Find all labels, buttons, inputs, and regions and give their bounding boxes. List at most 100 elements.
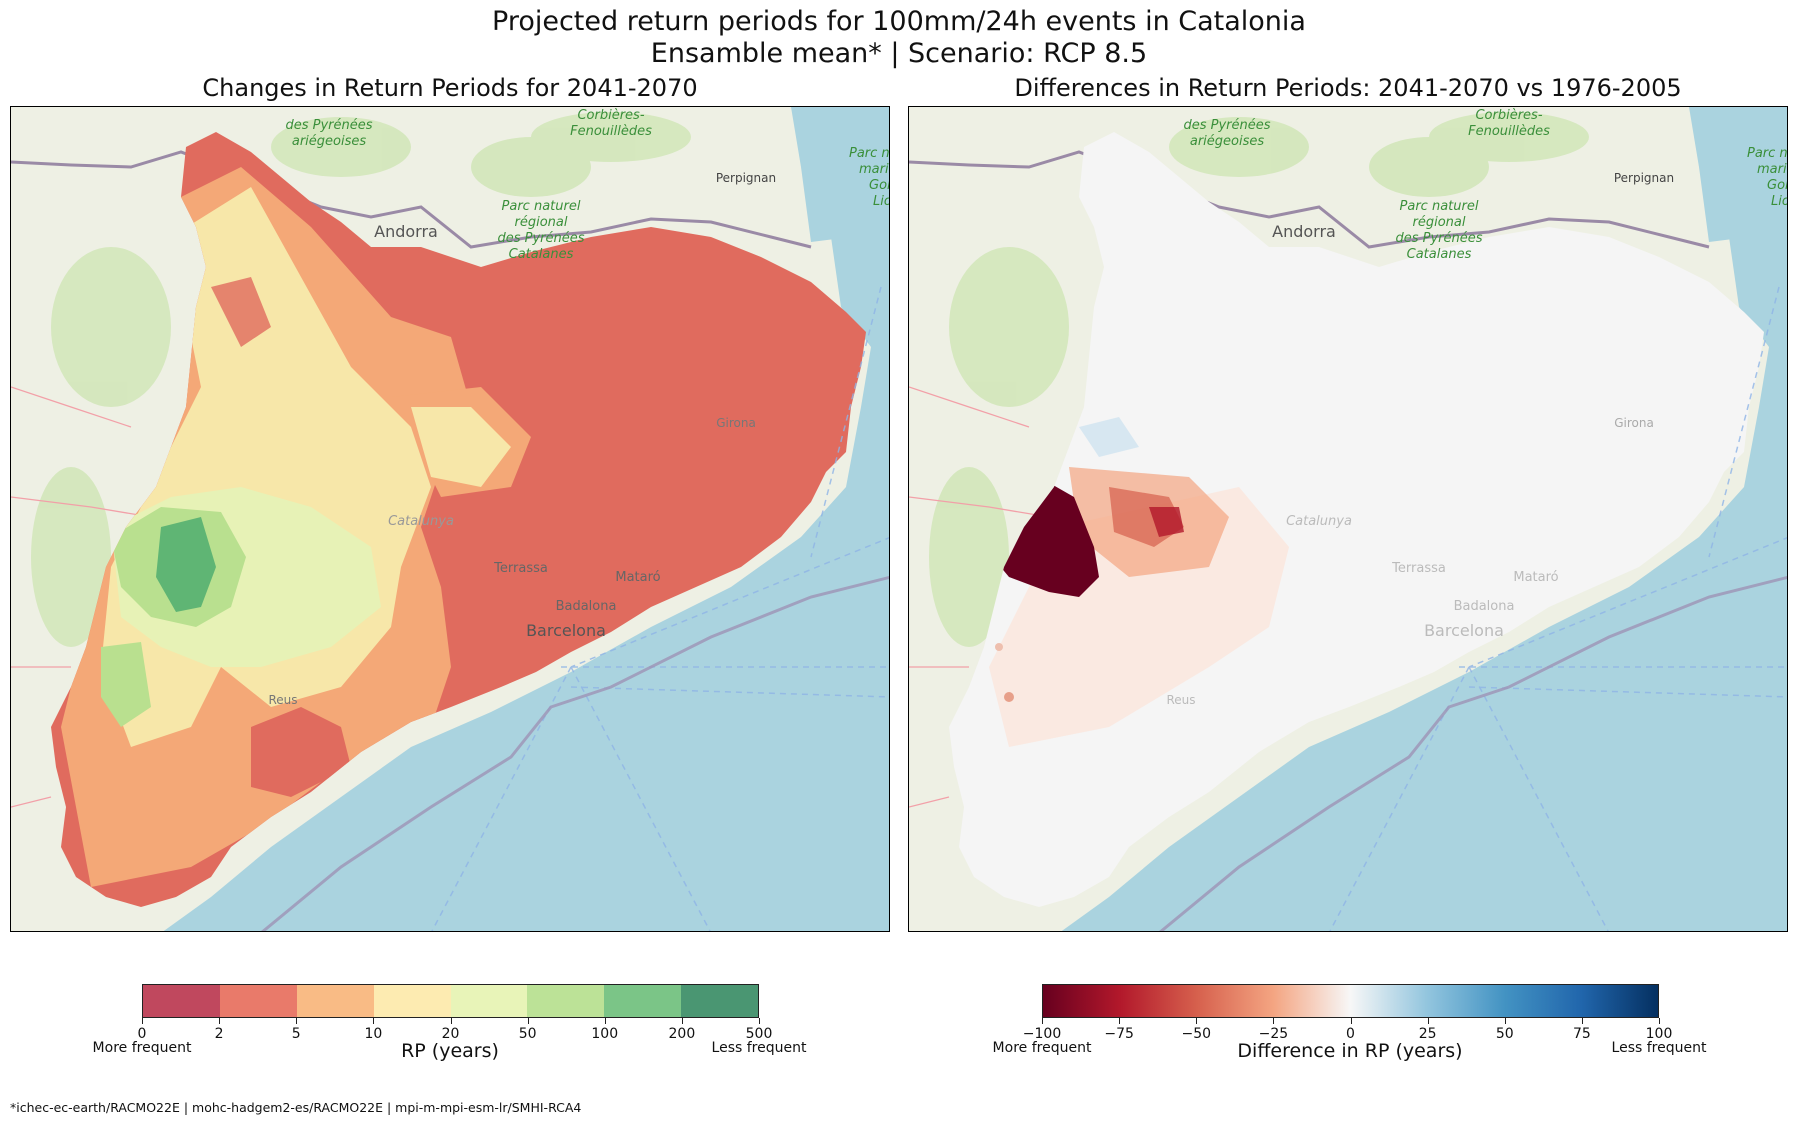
left-panel-title: Changes in Return Periods for 2041-2070 — [202, 74, 698, 102]
colorbar-tick — [219, 1018, 221, 1024]
right-colorbar — [1042, 984, 1659, 1018]
mataro-label: Mataró — [615, 570, 660, 585]
colorbar-tick — [1196, 1018, 1198, 1024]
svg-text:régional: régional — [515, 215, 568, 230]
colorbar-tick-label: 10 — [364, 1026, 383, 1042]
colorbar-tick-label: −25 — [1258, 1026, 1289, 1042]
colorbar-segment — [527, 985, 605, 1017]
svg-text:Fenouillèdes: Fenouillèdes — [1468, 124, 1550, 139]
colorbar-tick-label: 20 — [441, 1026, 460, 1042]
colorbar-segment — [604, 985, 682, 1017]
colorbar-tick — [296, 1018, 298, 1024]
colorbar-tick — [1119, 1018, 1121, 1024]
reus-label-right: Reus — [1166, 693, 1195, 707]
colorbar-tick — [759, 1018, 760, 1024]
terrassa-label-right: Terrassa — [1391, 561, 1446, 576]
colorbar-tick — [604, 1018, 606, 1024]
sea-area-right — [1061, 227, 1787, 931]
svg-text:Parc na: Parc na — [1747, 146, 1788, 161]
colorbar-tick-label: 75 — [1572, 1026, 1591, 1042]
colorbar-tick — [1504, 1018, 1506, 1024]
footnote: *ichec-ec-earth/RACMO22E | mohc-hadgem2-… — [10, 1100, 582, 1115]
colorbar-tick — [1042, 1018, 1043, 1024]
svg-text:des Pyrénées: des Pyrénées — [497, 231, 584, 246]
svg-text:Golfe: Golfe — [869, 178, 890, 193]
terrassa-label: Terrassa — [493, 561, 548, 576]
colorbar-tick-label: 100 — [1645, 1026, 1673, 1042]
left-less-frequent-label: Less frequent — [711, 1040, 807, 1056]
colorbar-tick — [450, 1018, 452, 1024]
svg-text:régional: régional — [1413, 215, 1466, 230]
svg-text:des Pyrénées: des Pyrénées — [1395, 231, 1482, 246]
andorra-label: Andorra — [374, 222, 438, 241]
right-more-frequent-label: More frequent — [992, 1040, 1092, 1056]
colorbar-segment — [219, 985, 297, 1017]
svg-text:Parc na: Parc na — [849, 146, 890, 161]
border-line — [11, 150, 812, 249]
colorbar-tick-label: 200 — [668, 1026, 696, 1042]
svg-text:Corbières-: Corbières- — [577, 108, 644, 123]
colorbar-segment — [450, 985, 528, 1017]
colorbar-tick-label: −50 — [1181, 1026, 1212, 1042]
svg-text:ariégeoises: ariégeoises — [292, 134, 367, 149]
colorbar-tick-label: 5 — [291, 1026, 301, 1042]
colorbar-tick — [1427, 1018, 1429, 1024]
colorbar-tick — [1350, 1018, 1352, 1024]
main-title-line1: Projected return periods for 100mm/24h e… — [492, 6, 1306, 37]
colorbar-tick-label: −100 — [1022, 1026, 1062, 1042]
svg-text:Parc naturel: Parc naturel — [502, 199, 581, 214]
sea-area — [163, 227, 889, 931]
colorbar-tick-label: 50 — [1495, 1026, 1514, 1042]
right-map-panel: des Pyrénées ariégeoises Corbières- Feno… — [908, 106, 1788, 932]
right-less-frequent-label: Less frequent — [1611, 1040, 1707, 1056]
left-park-labels: des Pyrénées ariégeoises Corbières- Feno… — [285, 108, 652, 262]
catalunya-label-right: Catalunya — [1286, 514, 1352, 529]
colorbar-segment — [373, 985, 451, 1017]
left-more-frequent-label: More frequent — [92, 1040, 192, 1056]
barcelona-label-right: Barcelona — [1424, 621, 1504, 640]
svg-text:des Pyrénées: des Pyrénées — [285, 118, 372, 133]
rp-darkgreen-layer — [156, 517, 216, 612]
left-map-panel: des Pyrénées ariégeoises Corbières- Feno… — [10, 106, 890, 932]
right-park-labels: des Pyrénées ariégeoises Corbières- Feno… — [1183, 108, 1550, 262]
colorbar-tick — [527, 1018, 529, 1024]
reus-label: Reus — [268, 693, 297, 707]
border-line-right — [909, 150, 1710, 249]
colorbar-tick — [142, 1018, 143, 1024]
colorbar-tick-label: 2 — [214, 1026, 224, 1042]
colorbar-tick — [1581, 1018, 1583, 1024]
left-colorbar-title: RP (years) — [401, 1040, 499, 1062]
colorbar-tick-label: 100 — [591, 1026, 619, 1042]
diff-blue-region — [1079, 417, 1139, 457]
colorbar-tick — [1273, 1018, 1275, 1024]
left-marine-park-label: Parc na marin Golfe Lio — [849, 146, 890, 209]
svg-text:marin: marin — [859, 162, 890, 177]
colorbar-tick-label: 0 — [137, 1026, 147, 1042]
colorbar-tick-label: 500 — [745, 1026, 773, 1042]
barcelona-label: Barcelona — [526, 621, 606, 640]
colorbar-segment — [143, 985, 220, 1017]
right-panel-title: Differences in Return Periods: 2041-2070… — [1014, 74, 1682, 102]
colorbar-segment — [681, 985, 758, 1017]
colorbar-tick-label: −75 — [1104, 1026, 1134, 1042]
right-colorbar-title: Difference in RP (years) — [1237, 1040, 1463, 1062]
svg-text:des Pyrénées: des Pyrénées — [1183, 118, 1270, 133]
colorbar-segment — [296, 985, 374, 1017]
svg-text:Catalanes: Catalanes — [509, 247, 574, 262]
gulf-lion-sea — [791, 107, 889, 242]
main-title-line2: Ensamble mean* | Scenario: RCP 8.5 — [650, 38, 1148, 69]
svg-text:Golfe: Golfe — [1767, 178, 1788, 193]
left-colorbar — [142, 984, 759, 1018]
mataro-label-right: Mataró — [1513, 570, 1558, 585]
svg-text:Corbières-: Corbières- — [1475, 108, 1542, 123]
svg-text:ariégeoises: ariégeoises — [1190, 134, 1265, 149]
perpignan-label-right: Perpignan — [1614, 171, 1674, 185]
svg-text:Fenouillèdes: Fenouillèdes — [570, 124, 652, 139]
svg-text:Lio: Lio — [873, 194, 890, 209]
badalona-label-right: Badalona — [1454, 599, 1515, 614]
right-map: des Pyrénées ariégeoises Corbières- Feno… — [909, 107, 1788, 931]
svg-text:Lio: Lio — [1771, 194, 1788, 209]
colorbar-tick — [373, 1018, 375, 1024]
svg-text:Parc naturel: Parc naturel — [1400, 199, 1479, 214]
andorra-label-right: Andorra — [1272, 222, 1336, 241]
